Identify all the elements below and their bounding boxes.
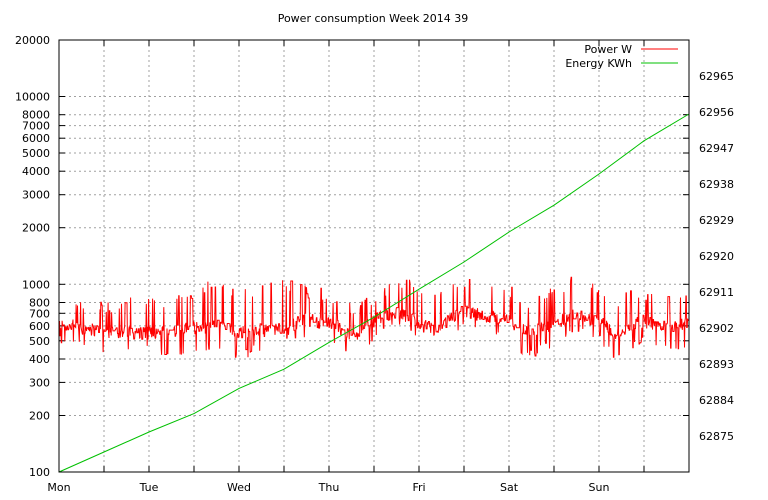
y-right-tick-label: 62875 [699, 430, 734, 443]
y-left-tick-label: 700 [29, 307, 50, 320]
y-right-tick-label: 62902 [699, 322, 734, 335]
y-left-tick-label: 6000 [22, 132, 50, 145]
y-left-tick-label: 100 [29, 466, 50, 479]
x-tick-label: Thu [318, 481, 340, 494]
legend-label-energy: Energy KWh [565, 57, 632, 70]
y-right-tick-label: 62929 [699, 214, 734, 227]
y-right-tick-label: 62956 [699, 106, 734, 119]
x-tick-label: Sat [500, 481, 519, 494]
series-energy-line [58, 113, 690, 473]
y-left-tick-label: 2000 [22, 222, 50, 235]
y-right-tick-label: 62920 [699, 250, 734, 263]
y-left-tick-label: 300 [29, 376, 50, 389]
y-right-tick-label: 62947 [699, 142, 734, 155]
y-left-tick-label: 800 [29, 297, 50, 310]
y-left-tick-label: 4000 [22, 165, 50, 178]
chart-title: Power consumption Week 2014 39 [278, 12, 469, 25]
series-layer [58, 113, 690, 473]
series-power-line [58, 276, 689, 358]
plot-frame [58, 39, 690, 473]
x-tick-label: Mon [47, 481, 70, 494]
y-right-tick-label: 62938 [699, 178, 734, 191]
legend-label-power: Power W [584, 43, 632, 56]
y-right-tick-label: 62884 [699, 394, 734, 407]
y-left-tick-label: 500 [29, 335, 50, 348]
y-right-tick-label: 62911 [699, 286, 734, 299]
x-tick-label: Sun [589, 481, 610, 494]
y-left-tick-label: 600 [29, 320, 50, 333]
y-left-tick-label: 200 [29, 410, 50, 423]
y-left-tick-label: 20000 [15, 34, 50, 47]
x-tick-label: Wed [227, 481, 251, 494]
y-right-tick-label: 62893 [699, 358, 734, 371]
y-left-tick-label: 5000 [22, 147, 50, 160]
y-left-tick-label: 7000 [22, 120, 50, 133]
x-tick-label: Tue [139, 481, 159, 494]
y-right-tick-label: 62965 [699, 70, 734, 83]
y-left-tick-label: 3000 [22, 189, 50, 202]
legend: Power W Energy KWh [565, 43, 678, 70]
x-tick-label: Fri [412, 481, 425, 494]
y-left-tick-label: 1000 [22, 278, 50, 291]
y-left-tick-label: 8000 [22, 109, 50, 122]
y-left-tick-label: 10000 [15, 91, 50, 104]
y-left-tick-label: 400 [29, 353, 50, 366]
